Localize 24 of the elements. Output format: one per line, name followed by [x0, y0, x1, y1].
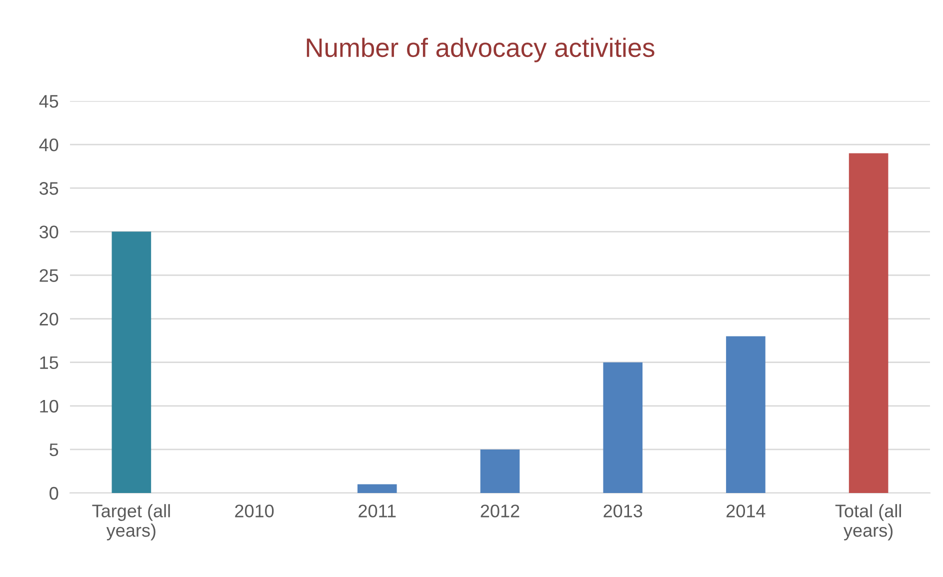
- bar: [603, 362, 643, 493]
- y-tick-label: 15: [40, 356, 58, 370]
- y-tick-label: 30: [39, 226, 58, 238]
- y-tick-label: 45: [39, 95, 58, 108]
- bar: [480, 449, 520, 493]
- bar: [726, 336, 766, 493]
- chart-title: Number of advocacy activities: [306, 38, 654, 62]
- y-tick-label: 0: [50, 486, 58, 500]
- y-tick-label: 5: [50, 444, 58, 456]
- y-tick-label: 10: [40, 400, 58, 413]
- x-tick-label: 2014: [726, 504, 766, 518]
- x-tick-label: 2010: [235, 504, 274, 518]
- bar: [112, 232, 152, 493]
- y-tick-label: 40: [39, 138, 58, 152]
- y-tick-label: 35: [39, 182, 58, 195]
- x-tick-label: 2013: [604, 504, 642, 518]
- x-tick-label: Target (all years): [92, 504, 170, 540]
- bar: [848, 153, 888, 493]
- y-tick-label: 20: [40, 312, 58, 326]
- y-tick-label: 25: [40, 269, 58, 282]
- bar: [357, 484, 397, 493]
- x-tick-label: Total (all years): [835, 504, 901, 540]
- x-tick-label: 2011: [358, 504, 396, 518]
- x-tick-label: 2012: [480, 504, 520, 518]
